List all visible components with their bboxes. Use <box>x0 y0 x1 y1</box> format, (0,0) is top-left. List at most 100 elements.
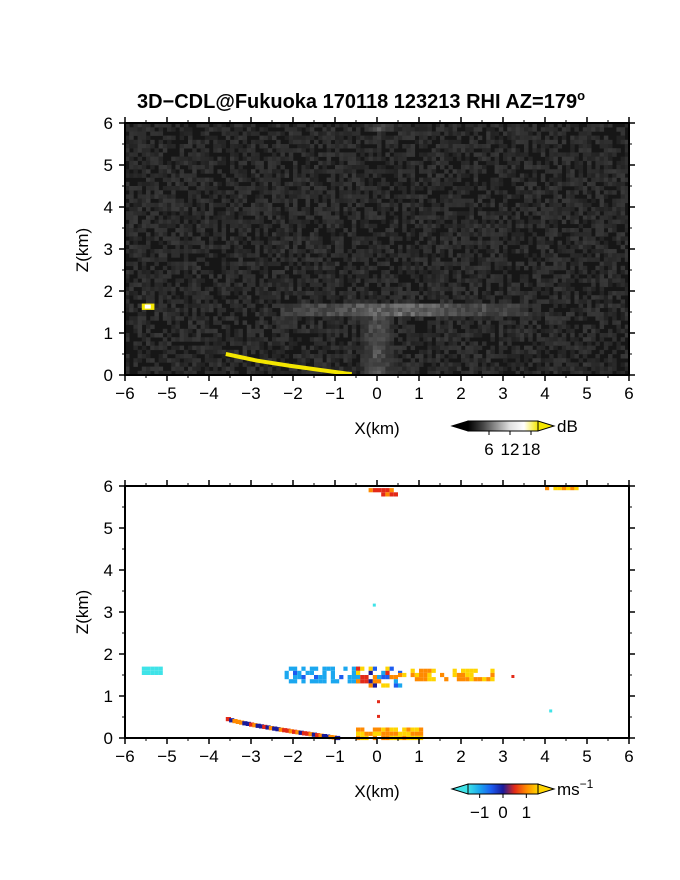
reflectivity-cell <box>566 291 571 296</box>
reflectivity-cell <box>259 345 264 351</box>
reflectivity-cell <box>402 265 407 271</box>
reflectivity-cell <box>553 362 558 367</box>
reflectivity-cell <box>435 181 441 187</box>
reflectivity-cell <box>221 198 227 204</box>
reflectivity-cell <box>251 186 256 191</box>
reflectivity-cell <box>125 215 130 220</box>
reflectivity-cell <box>343 169 348 174</box>
reflectivity-cell <box>511 160 516 166</box>
reflectivity-cell <box>482 211 487 216</box>
reflectivity-cell <box>242 345 248 351</box>
reflectivity-cell <box>591 211 596 216</box>
reflectivity-cell <box>259 337 264 342</box>
reflectivity-cell <box>503 253 508 258</box>
reflectivity-cell <box>154 286 159 292</box>
reflectivity-cell <box>515 337 521 342</box>
reflectivity-cell <box>137 282 143 288</box>
reflectivity-cell <box>578 131 584 136</box>
bright-target-core <box>144 304 151 309</box>
reflectivity-cell <box>448 370 453 376</box>
reflectivity-cell <box>364 165 369 170</box>
reflectivity-cell <box>326 228 332 233</box>
reflectivity-cell <box>540 345 546 351</box>
reflectivity-cell <box>259 299 264 304</box>
reflectivity-cell <box>557 194 563 199</box>
reflectivity-cell <box>477 211 483 216</box>
reflectivity-cell <box>141 278 147 283</box>
reflectivity-cell <box>322 278 327 283</box>
reflectivity-cell <box>259 316 264 321</box>
reflectivity-cell <box>200 312 206 317</box>
reflectivity-cell <box>276 316 281 321</box>
reflectivity-cell <box>284 370 290 376</box>
reflectivity-cell <box>519 303 525 309</box>
reflectivity-cell <box>393 169 399 174</box>
reflectivity-cell <box>263 127 269 132</box>
reflectivity-cell <box>603 270 609 275</box>
reflectivity-cell <box>561 131 567 136</box>
reflectivity-cell <box>330 127 336 132</box>
reflectivity-cell <box>440 207 445 212</box>
reflectivity-cell <box>524 148 529 153</box>
reflectivity-cell <box>221 232 227 237</box>
reflectivity-cell <box>318 320 323 325</box>
reflectivity-cell <box>175 219 180 225</box>
reflectivity-cell <box>519 307 525 313</box>
reflectivity-cell <box>490 316 495 321</box>
reflectivity-cell <box>209 186 214 191</box>
reflectivity-cell <box>280 152 285 157</box>
reflectivity-cell <box>238 303 243 309</box>
reflectivity-cell <box>183 219 189 225</box>
reflectivity-cell <box>276 219 281 225</box>
reflectivity-cell <box>498 148 504 153</box>
reflectivity-cell <box>540 219 546 225</box>
reflectivity-cell <box>452 202 458 208</box>
reflectivity-cell <box>515 240 521 246</box>
reflectivity-cell <box>238 223 243 229</box>
reflectivity-cell <box>494 257 500 262</box>
reflectivity-cell <box>377 190 382 195</box>
reflectivity-cell <box>393 123 399 128</box>
reflectivity-cell <box>490 211 495 216</box>
reflectivity-cell <box>398 312 403 317</box>
reflectivity-cell <box>616 181 621 187</box>
reflectivity-cell <box>545 366 550 372</box>
reflectivity-cell <box>435 177 441 183</box>
reflectivity-cell <box>188 370 193 376</box>
reflectivity-cell <box>288 207 294 212</box>
reflectivity-cell <box>280 236 285 241</box>
reflectivity-cell <box>465 219 470 225</box>
reflectivity-cell <box>566 198 571 204</box>
reflectivity-cell <box>154 333 159 338</box>
reflectivity-cell <box>293 291 298 296</box>
reflectivity-cell <box>171 345 176 351</box>
reflectivity-cell <box>524 198 529 204</box>
reflectivity-cell <box>482 370 487 376</box>
reflectivity-cell <box>456 186 462 191</box>
reflectivity-cell <box>141 144 147 149</box>
reflectivity-cell <box>595 139 600 145</box>
reflectivity-cell <box>427 236 432 241</box>
reflectivity-cell <box>503 270 508 275</box>
reflectivity-cell <box>217 370 222 376</box>
reflectivity-cell <box>309 215 315 220</box>
reflectivity-cell <box>204 123 210 128</box>
reflectivity-cell <box>276 156 281 162</box>
reflectivity-cell <box>284 190 290 195</box>
reflectivity-cell <box>183 240 189 246</box>
reflectivity-cell <box>167 194 172 199</box>
reflectivity-cell <box>276 261 281 267</box>
reflectivity-cell <box>519 324 525 330</box>
reflectivity-cell <box>255 198 260 204</box>
reflectivity-cell <box>402 131 407 136</box>
reflectivity-cell <box>200 139 206 145</box>
reflectivity-cell <box>587 307 592 313</box>
reflectivity-cell <box>414 362 420 367</box>
reflectivity-cell <box>498 341 504 346</box>
reflectivity-cell <box>335 223 340 229</box>
reflectivity-cell <box>175 328 180 334</box>
reflectivity-cell <box>608 181 613 187</box>
reflectivity-cell <box>175 316 180 321</box>
reflectivity-cell <box>183 261 189 267</box>
velocity-cell <box>356 679 361 684</box>
